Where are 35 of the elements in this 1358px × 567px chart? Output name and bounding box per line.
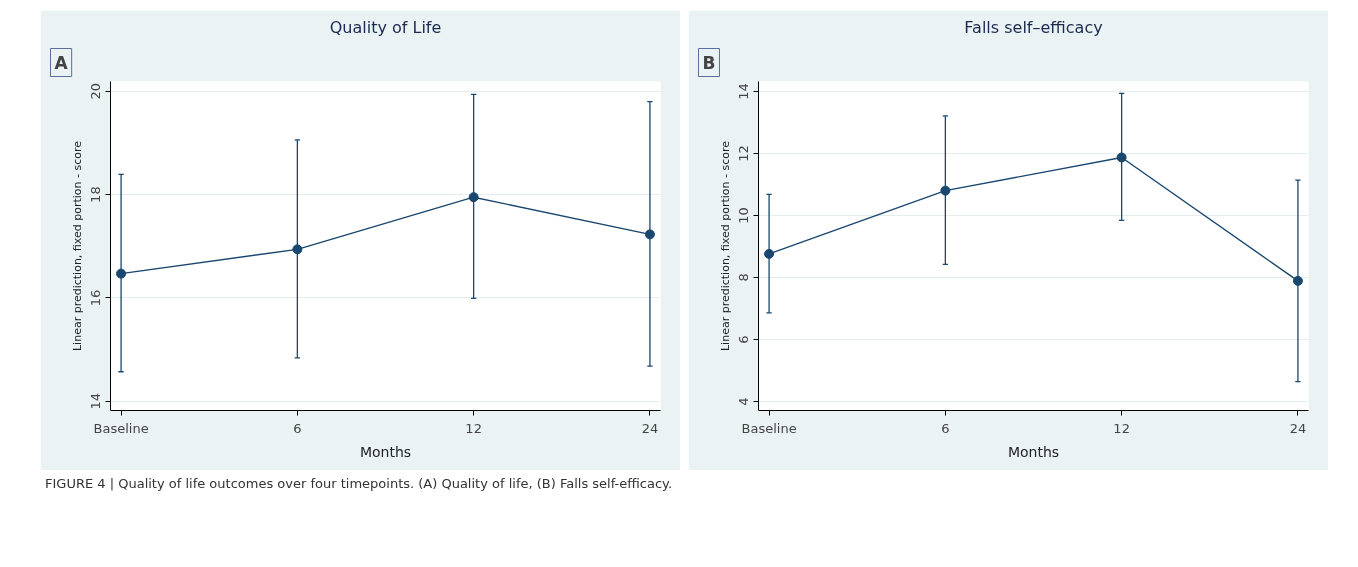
chart-title: Falls self–efficacy (964, 17, 1103, 37)
point (1116, 152, 1127, 163)
point (644, 229, 655, 240)
point (940, 185, 951, 196)
x-tick-label: 24 (1289, 420, 1307, 436)
text: B (702, 52, 716, 73)
point (292, 244, 303, 255)
x-tick-label: Baseline (741, 420, 797, 436)
y-tick-label: 20 (88, 83, 104, 100)
x-axis-title: Months (1007, 443, 1060, 460)
x-tick-label: 24 (641, 420, 659, 436)
text: A (54, 52, 69, 73)
chart-title: Quality of Life (329, 17, 442, 37)
point (116, 268, 127, 279)
y-tick-label: 10 (736, 207, 752, 224)
y-tick-label: 12 (736, 145, 752, 162)
point (468, 192, 479, 203)
y-axis-title: Linear prediction, fixed portion - score (718, 140, 732, 352)
y-tick-label: 14 (88, 392, 104, 410)
x-axis-title: Months (359, 443, 412, 460)
y-tick-label: 18 (88, 186, 104, 203)
x-tick-label: 12 (1113, 420, 1130, 436)
y-axis-title: Linear prediction, fixed portion - score (70, 140, 84, 352)
point (1292, 275, 1303, 286)
y-tick-label: 16 (88, 289, 104, 307)
y-tick-label: 8 (736, 273, 752, 282)
x-tick-label: 6 (293, 420, 302, 436)
y-tick-label: 14 (736, 83, 752, 100)
caption: FIGURE 4 | Quality of life outcomes over four timepoints. (A) Quality of life, (B) Falls self-efficacy. (44, 475, 673, 493)
point (764, 248, 775, 259)
x-tick-label: 6 (941, 420, 950, 436)
x-tick-label: Baseline (93, 420, 149, 436)
y-tick-label: 6 (736, 335, 752, 344)
y-tick-label: 4 (736, 397, 752, 406)
x-tick-label: 12 (465, 420, 482, 436)
